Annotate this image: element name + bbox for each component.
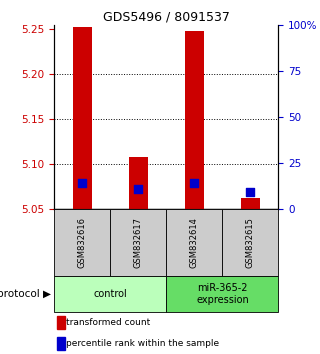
Bar bbox=[185, 31, 204, 209]
Bar bbox=[57, 337, 65, 350]
Point bbox=[136, 186, 141, 192]
FancyBboxPatch shape bbox=[222, 209, 278, 276]
Text: GSM832616: GSM832616 bbox=[78, 217, 87, 268]
Bar bbox=[57, 316, 65, 329]
Text: protocol ▶: protocol ▶ bbox=[0, 289, 51, 299]
FancyBboxPatch shape bbox=[166, 209, 222, 276]
Text: miR-365-2
expression: miR-365-2 expression bbox=[196, 283, 249, 305]
Bar bbox=[129, 157, 148, 209]
FancyBboxPatch shape bbox=[110, 209, 166, 276]
Point bbox=[80, 180, 85, 186]
FancyBboxPatch shape bbox=[54, 276, 166, 312]
Text: GSM832617: GSM832617 bbox=[134, 217, 143, 268]
Bar bbox=[241, 198, 260, 209]
Text: GSM832614: GSM832614 bbox=[190, 217, 199, 268]
FancyBboxPatch shape bbox=[166, 276, 278, 312]
Point bbox=[192, 180, 197, 186]
Title: GDS5496 / 8091537: GDS5496 / 8091537 bbox=[103, 11, 230, 24]
Text: control: control bbox=[93, 289, 127, 299]
FancyBboxPatch shape bbox=[54, 209, 110, 276]
Text: percentile rank within the sample: percentile rank within the sample bbox=[66, 339, 219, 348]
Text: transformed count: transformed count bbox=[66, 318, 150, 327]
Bar bbox=[73, 28, 92, 209]
Text: GSM832615: GSM832615 bbox=[246, 217, 255, 268]
Point bbox=[248, 189, 253, 195]
